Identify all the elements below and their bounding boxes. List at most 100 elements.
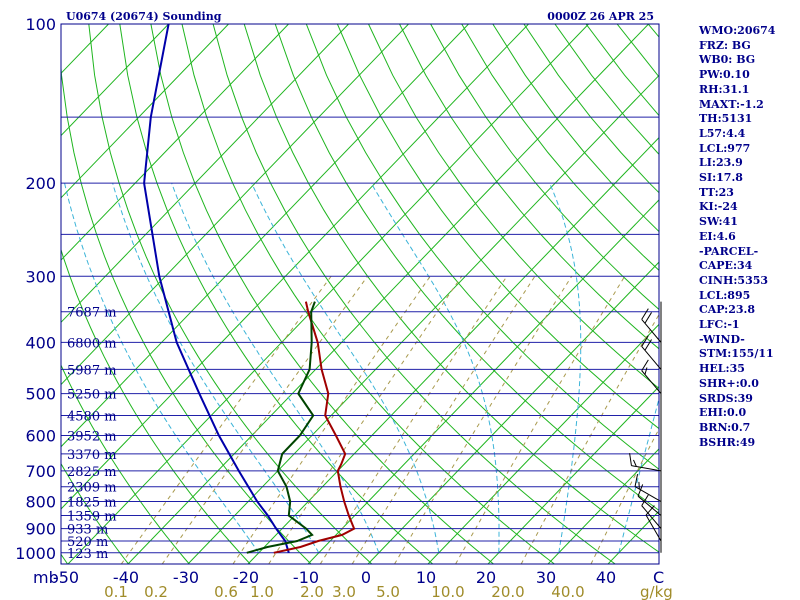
isotherm — [547, 448, 659, 564]
dry-adiabat — [399, 24, 659, 350]
pressure-label: 300 — [25, 267, 56, 286]
dry-adiabat — [430, 24, 659, 311]
temperature-label: 0 — [361, 568, 371, 587]
mixing-ratio-label: 40.0 — [551, 583, 584, 600]
height-label: 5987 m — [67, 363, 117, 378]
mixing-ratio-line — [520, 313, 659, 564]
mixing-ratio-label: 3.0 — [332, 583, 356, 600]
dry-adiabat — [119, 24, 434, 564]
dry-adiabat — [61, 553, 69, 564]
wind-barb-flag — [644, 312, 652, 324]
dry-adiabat — [368, 24, 659, 390]
mixing-ratio-line — [120, 276, 332, 564]
pressure-label: 800 — [25, 493, 56, 512]
pressure-label: 1000 — [15, 544, 56, 563]
wind-barb-flag — [645, 505, 655, 516]
height-label: 7687 m — [67, 306, 117, 321]
index-value: L57:4.4 — [699, 126, 746, 140]
index-value: TH:5131 — [699, 112, 753, 126]
height-label: 1359 m — [67, 509, 117, 524]
index-value: CAP:23.8 — [699, 303, 756, 317]
moist-adiabat — [370, 182, 500, 553]
pressure-label: 100 — [25, 15, 56, 34]
index-value: LCL:895 — [699, 288, 751, 302]
dry-adiabat — [461, 24, 659, 272]
wind-barb-flag — [641, 359, 649, 371]
temperature-label: -20 — [233, 568, 259, 587]
isotherm — [61, 24, 169, 137]
temperature-label: -30 — [173, 568, 199, 587]
wind-barb-flag — [644, 367, 648, 375]
plot-frame — [60, 23, 660, 565]
mixing-ratio-line — [590, 427, 659, 564]
pressure-label: 200 — [25, 174, 56, 193]
valid-time: 0000Z 26 APR 25 — [547, 10, 654, 23]
height-label: 933 m — [67, 523, 108, 538]
moist-adiabat — [112, 183, 320, 554]
index-value: EHI:0.0 — [699, 406, 747, 420]
dewpoint-trace — [143, 24, 290, 554]
mixing-ratio-line — [351, 276, 536, 564]
index-value: LCL:977 — [699, 141, 751, 155]
isotherm — [61, 24, 409, 386]
mixing-ratio-line — [455, 276, 626, 564]
temperature-label: -40 — [113, 568, 139, 587]
index-value: FRZ: BG — [699, 38, 751, 52]
moist-adiabat — [64, 183, 260, 554]
index-value: EI:4.6 — [699, 229, 736, 243]
wind-barb-flag — [641, 494, 649, 506]
mixing-ratio-unit-label: g/kg — [640, 583, 673, 600]
isotherm — [61, 24, 289, 261]
temperature-unit-label: C — [653, 568, 664, 587]
mixing-ratio-label: 0.6 — [214, 583, 238, 600]
height-label: 6800 m — [67, 336, 117, 351]
isotherm — [427, 323, 659, 564]
mixing-ratio-label: 0.2 — [144, 583, 168, 600]
index-value: -WIND- — [699, 332, 745, 346]
index-value: CINH:5353 — [699, 273, 769, 287]
isotherm — [487, 385, 659, 564]
dry-adiabat — [0, 24, 7, 564]
temperature-label: 20 — [476, 568, 496, 587]
temperature-label: 30 — [536, 568, 556, 587]
isotherm — [61, 24, 229, 199]
index-value: BSHR:49 — [699, 435, 756, 449]
mixing-ratio-label: 5.0 — [376, 583, 400, 600]
wind-barb-shaft — [637, 495, 662, 516]
chart-title: U0674 (20674) Sounding — [66, 10, 222, 23]
moist-adiabat — [171, 183, 380, 553]
index-value: -PARCEL- — [699, 244, 759, 258]
height-label: 1825 m — [67, 496, 117, 511]
mixing-ratio-label: 1.0 — [250, 583, 274, 600]
index-value: SRDS:39 — [699, 391, 753, 405]
wind-barb-shaft — [645, 514, 662, 542]
temperature-label: 40 — [596, 568, 616, 587]
isotherm — [0, 24, 49, 564]
dry-adiabat — [305, 24, 659, 470]
dry-adiabat — [212, 24, 616, 564]
index-value: HEL:35 — [699, 362, 745, 376]
isotherm — [187, 74, 659, 564]
temperature-label: -10 — [293, 568, 319, 587]
index-value: TT:23 — [699, 185, 734, 199]
parcel-trace — [273, 301, 356, 554]
height-label: 2825 m — [67, 465, 117, 480]
dry-adiabat — [243, 24, 659, 553]
dry-adiabat — [181, 24, 555, 564]
index-value: LFC:-1 — [699, 318, 740, 332]
wind-barb-flag — [637, 484, 644, 497]
mixing-ratio-label: 2.0 — [300, 583, 324, 600]
index-value: SI:17.8 — [699, 171, 743, 185]
mixing-ratio-line — [232, 276, 431, 564]
dry-adiabat — [88, 24, 373, 564]
wind-barb-flag — [629, 453, 632, 466]
dry-adiabat — [61, 363, 190, 564]
index-value: STM:155/11 — [699, 347, 774, 361]
moist-adiabat — [549, 182, 582, 553]
height-label: 2309 m — [67, 481, 117, 496]
pressure-label: 700 — [25, 462, 56, 481]
index-value: BRN:0.7 — [699, 420, 751, 434]
index-value: LI:23.9 — [699, 156, 743, 170]
